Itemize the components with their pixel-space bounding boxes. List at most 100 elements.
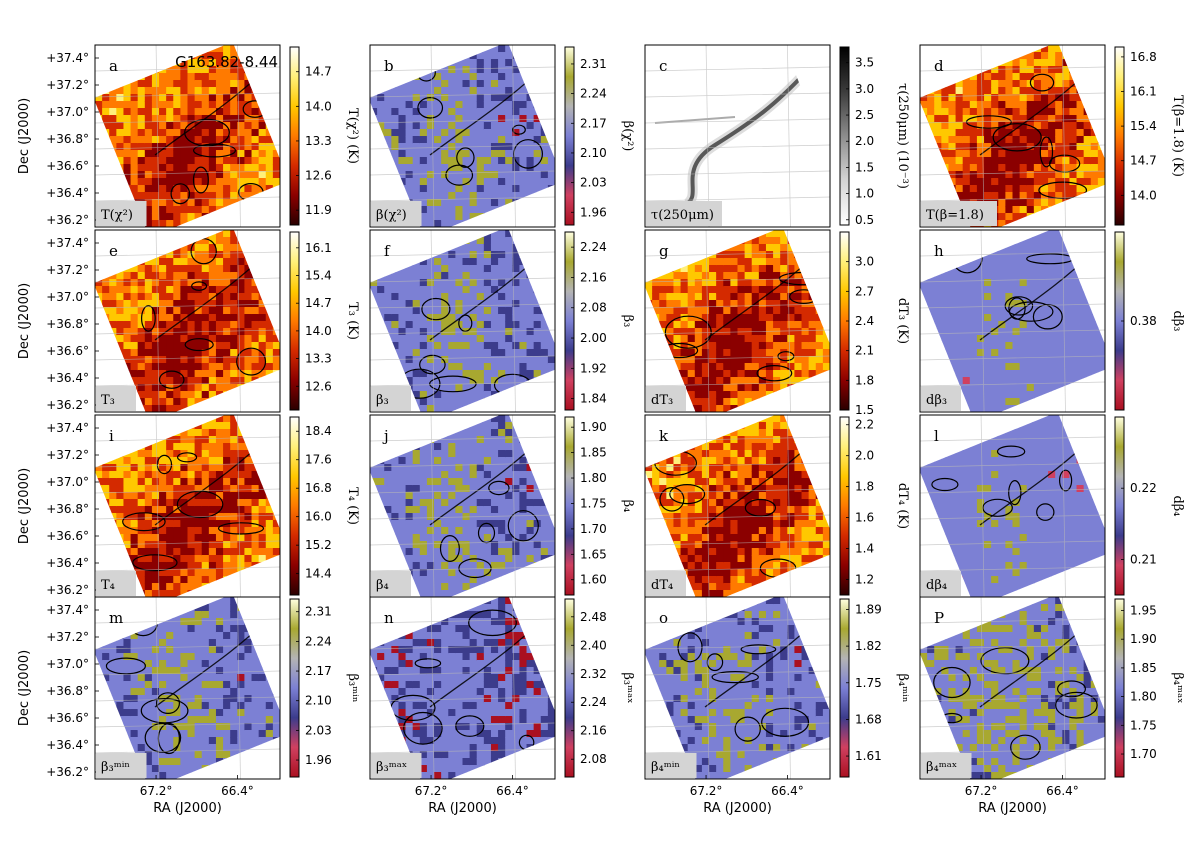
panel-frame — [644, 596, 831, 780]
colorbar-title: τ(250μm) (10⁻³) — [895, 83, 910, 189]
panel-frame — [94, 229, 281, 413]
colorbar-i: 18.4 17.6 16.8 16.0 15.2 14.4 T₄ (K) — [289, 416, 360, 596]
colorbar-tick-label: 2.00 — [580, 331, 607, 345]
colorbar-tick-label: 2.16 — [580, 724, 607, 738]
coordinate-grid — [645, 597, 830, 779]
colorbar-title: T(β=1.8) (K) — [1170, 95, 1185, 177]
corner-label: T₃ — [101, 393, 115, 408]
colorbar-title: T₄ (K) — [345, 487, 360, 525]
colorbar-title: β₃ — [620, 315, 635, 328]
colorbar-gradient — [289, 46, 300, 226]
corner-label-box: dT₃ — [646, 386, 686, 411]
colorbar-tick-label: 1.5 — [855, 403, 874, 417]
ra-tick-label: 66.4° — [1046, 784, 1079, 798]
dec-tick-label: +36.4° — [46, 556, 89, 570]
panel-letter: o — [659, 609, 668, 627]
panel-letter: P — [934, 609, 944, 627]
colorbar-o: 1.89 1.82 1.75 1.68 1.61 β₄ᵐⁱⁿ — [839, 598, 910, 778]
colorbar-f: 2.24 2.16 2.08 2.00 1.92 1.84 β₃ — [564, 231, 635, 411]
colorbar-tick-label: 2.08 — [580, 752, 607, 766]
colorbar-tick-label: 11.9 — [305, 203, 332, 217]
coordinate-grid — [645, 45, 830, 227]
colorbar-title: β₃ᵐᵃˣ — [620, 672, 635, 703]
source-label: G163.82-8.44 — [175, 53, 278, 71]
colorbar-a: 14.7 14.0 13.3 12.6 11.9 T(χ²) (K) — [289, 46, 360, 226]
ra-axis-label: RA (J2000) — [703, 801, 772, 816]
colorbar-tick-label: 1.80 — [1130, 690, 1157, 704]
colorbar-g: 3.0 2.7 2.4 2.1 1.8 1.5 dT₃ (K) — [839, 231, 910, 417]
colorbar-gradient — [289, 231, 300, 411]
colorbar-tick-label: 1.95 — [1130, 603, 1157, 617]
ra-tick-label: 66.4° — [221, 784, 254, 798]
colorbar-tick-label: 3.0 — [855, 255, 874, 269]
corner-label-box: β(χ²) — [371, 201, 422, 226]
corner-label-box: β₄ᵐᵃˣ — [921, 753, 972, 778]
dec-axis-label: Dec (J2000) — [17, 650, 32, 726]
colorbar-tick-label: 16.8 — [305, 481, 332, 495]
colorbar-tick-label: 0.5 — [855, 213, 874, 227]
colorbar-title: β₃ᵐⁱⁿ — [345, 674, 360, 703]
corner-label: β₄ᵐⁱⁿ — [651, 760, 680, 775]
panel-letter: j — [382, 427, 389, 445]
coordinate-grid — [370, 230, 555, 412]
dec-tick-label: +36.2° — [46, 213, 89, 227]
panel-d — [919, 44, 1106, 228]
colorbar-gradient — [564, 231, 575, 411]
dec-tick-label: +37.4° — [46, 603, 89, 617]
panel-frame — [919, 44, 1106, 228]
colorbar-tick-label: 1.85 — [580, 446, 607, 460]
colorbar-j: 1.90 1.85 1.80 1.75 1.70 1.65 1.60 β₄ — [564, 416, 635, 596]
dec-tick-label: +36.4° — [46, 371, 89, 385]
colorbar-tick-label: 2.0 — [855, 449, 874, 463]
colorbar-gradient — [564, 416, 575, 596]
panel-m — [94, 596, 281, 780]
corner-label: T₄ — [101, 578, 115, 593]
corner-label: dT₄ — [651, 578, 673, 593]
colorbar-tick-label: 2.40 — [580, 638, 607, 652]
colorbar-title: β₄ — [620, 500, 635, 513]
coordinate-grid — [920, 45, 1105, 227]
colorbar-tick-label: 1.75 — [1130, 718, 1157, 732]
ra-axis-label: RA (J2000) — [978, 801, 1047, 816]
ra-axis-label: RA (J2000) — [428, 801, 497, 816]
colorbar-tick-label: 18.4 — [305, 424, 332, 438]
colorbar-h: 0.38 dβ₃ — [1114, 231, 1185, 411]
colorbar-tick-label: 1.75 — [855, 676, 882, 690]
panel-letter: m — [109, 609, 123, 627]
colorbar-m: 2.31 2.24 2.17 2.10 2.03 1.96 β₃ᵐⁱⁿ — [289, 598, 360, 778]
colorbar-tick-label: 1.90 — [580, 420, 607, 434]
dec-tick-label: +36.6° — [46, 344, 89, 358]
colorbar-tick-label: 1.68 — [855, 712, 882, 726]
colorbar-tick-label: 1.4 — [855, 542, 874, 556]
colorbar-tick-label: 2.7 — [855, 284, 874, 298]
colorbar-gradient — [839, 416, 850, 596]
colorbar-tick-label: 1.6 — [855, 511, 874, 525]
colorbar-tick-label: 13.3 — [305, 134, 332, 148]
colorbar-title: dT₄ (K) — [895, 483, 910, 529]
ra-tick-label: 66.4° — [496, 784, 529, 798]
colorbar-tick-label: 12.6 — [305, 169, 332, 183]
panel-letter: h — [934, 242, 944, 260]
colorbar-tick-label: 13.3 — [305, 352, 332, 366]
colorbar-tick-label: 0.22 — [1130, 481, 1157, 495]
panel-f — [369, 229, 556, 413]
colorbar-tick-label: 2.24 — [305, 634, 332, 648]
panel-j — [369, 414, 556, 598]
colorbar-e: 16.1 15.4 14.7 14.0 13.3 12.6 T₃ (K) — [289, 231, 360, 411]
corner-label-box: β₃ᵐⁱⁿ — [96, 753, 147, 778]
colorbar-tick-label: 16.1 — [1130, 85, 1157, 99]
panel-letter: c — [659, 57, 667, 75]
colorbar-gradient — [1114, 46, 1125, 226]
colorbar-b: 2.31 2.24 2.17 2.10 2.03 1.96 β(χ²) — [564, 46, 635, 226]
colorbar-tick-label: 1.92 — [580, 361, 607, 375]
corner-label: dT₃ — [651, 393, 673, 408]
coordinate-grid — [370, 45, 555, 227]
ra-axis-label: RA (J2000) — [153, 801, 222, 816]
panel-a — [94, 44, 281, 228]
colorbar-tick-label: 2.24 — [580, 240, 607, 254]
colorbar-tick-label: 2.17 — [580, 116, 607, 130]
corner-label: T(χ²) — [101, 208, 133, 223]
corner-label: dβ₄ — [926, 578, 947, 593]
panel-letter: b — [384, 57, 394, 75]
